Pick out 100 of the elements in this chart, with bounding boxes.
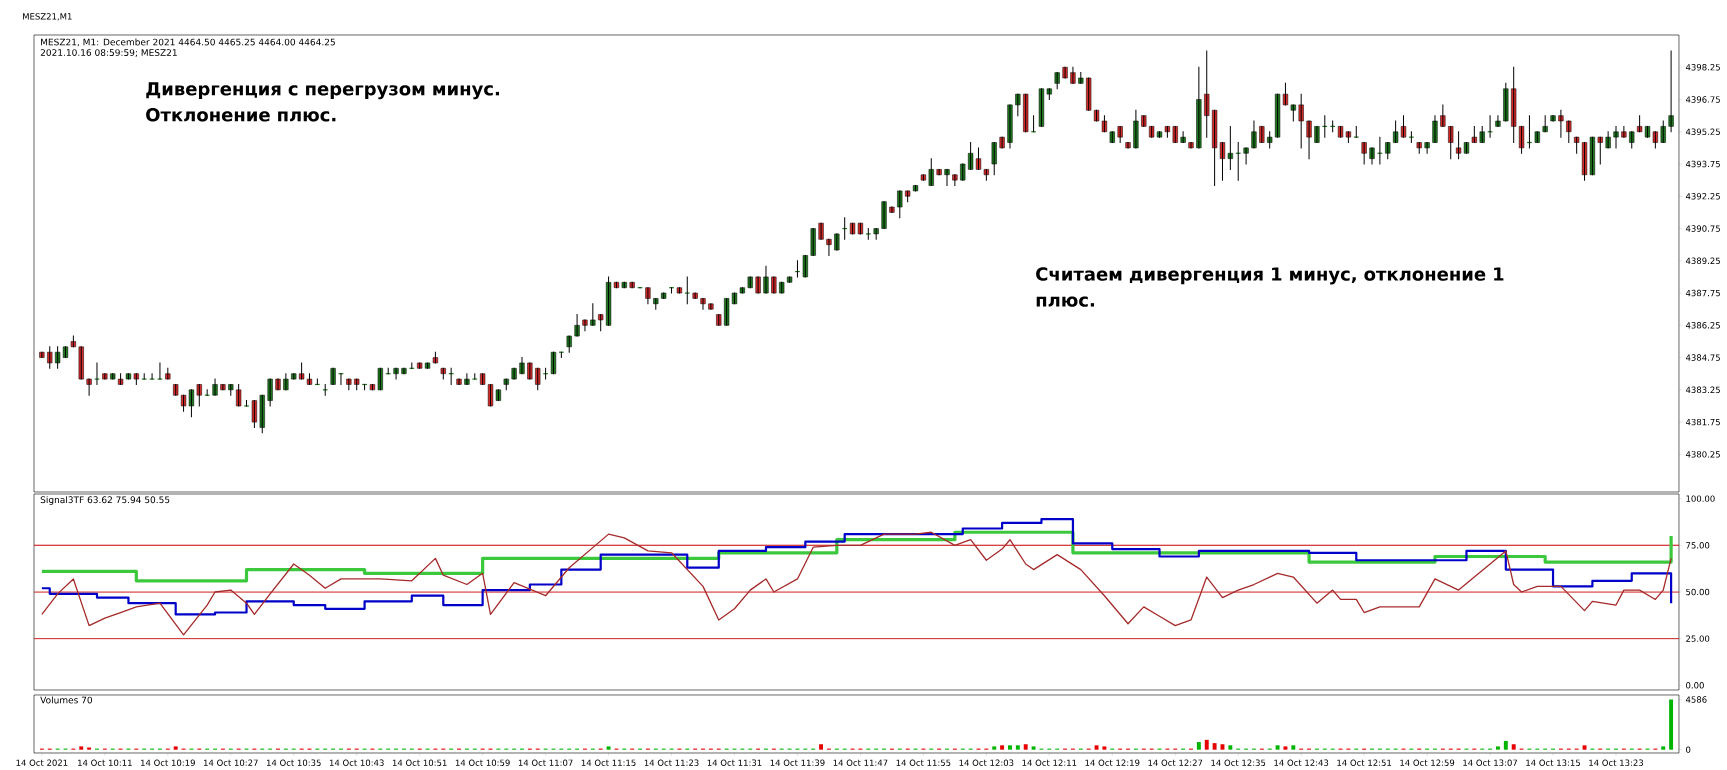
x-tick-label: 14 Oct 10:59 (455, 759, 510, 766)
bar (1661, 746, 1666, 750)
candlestick (196, 383, 202, 407)
candlestick (621, 281, 627, 289)
candlestick (747, 276, 753, 289)
bar (1015, 745, 1020, 750)
x-tick-label: 14 Oct 13:07 (1463, 759, 1518, 766)
bar (1000, 745, 1005, 750)
bar (1102, 746, 1107, 750)
candlestick (456, 378, 462, 385)
candlestick (1172, 125, 1178, 144)
candlestick (810, 228, 816, 256)
candlestick (1511, 66, 1517, 144)
x-tick-label: 14 Oct 10:35 (266, 759, 321, 766)
candlestick (1566, 120, 1572, 144)
x-tick-label: 14 Oct 12:59 (1400, 759, 1455, 766)
candlestick (464, 373, 470, 385)
y-tick-label: 4393.75 (1685, 160, 1720, 168)
x-tick-label: 14 Oct 11:07 (518, 759, 573, 766)
candlestick (771, 276, 777, 294)
candlestick (1629, 131, 1635, 149)
candlestick (684, 276, 691, 305)
y-tick-label: 4398.25 (1685, 64, 1720, 71)
candlestick (102, 373, 108, 380)
candlestick (661, 292, 667, 299)
candlestick (779, 281, 785, 294)
candlestick (1054, 72, 1060, 90)
candlestick (1117, 125, 1123, 144)
candlestick (1660, 120, 1666, 144)
x-tick-label: 14 Oct 12:19 (1085, 759, 1140, 766)
candlestick (291, 373, 297, 380)
candlestick (1534, 131, 1540, 144)
candlestick (1078, 72, 1084, 84)
candlestick (47, 346, 53, 369)
candlestick (1597, 136, 1603, 165)
x-tick-label: 14 Oct 10:27 (204, 759, 258, 766)
candlestick (78, 346, 84, 380)
candlestick (1046, 88, 1052, 100)
x-tick-label: 14 Oct 10:11 (78, 759, 132, 766)
text: 2021.10.16 08:59:59; MESZ21 (40, 49, 177, 57)
bar (1228, 745, 1233, 750)
candlestick (1479, 125, 1485, 144)
candlestick (818, 222, 824, 240)
candlestick (1652, 131, 1658, 149)
candlestick (133, 373, 139, 385)
x-tick-label: 14 Oct 11:39 (770, 759, 825, 766)
x-tick-label: 14 Oct 13:15 (1526, 759, 1580, 766)
candlestick (928, 158, 934, 187)
candlestick (873, 228, 879, 240)
y-tick-label: 4380.25 (1685, 451, 1720, 458)
candlestick (1518, 125, 1525, 154)
bar (1204, 739, 1209, 750)
candlestick (173, 383, 179, 396)
candlestick (991, 142, 997, 176)
x-tick-label: 14 Oct 11:47 (833, 759, 888, 766)
candlestick (1109, 131, 1115, 144)
candlestick (1259, 125, 1265, 144)
x-tick-label: 14 Oct 12:03 (959, 759, 1014, 766)
bar (606, 746, 611, 750)
y-tick-label: 4389.25 (1685, 257, 1720, 265)
candlestick (786, 276, 793, 283)
candlestick (1448, 125, 1454, 160)
x-tick-label: 14 Oct 11:23 (644, 759, 699, 766)
candlestick (1038, 88, 1045, 127)
y-tick-label: 4383.25 (1685, 386, 1720, 394)
bar (1669, 699, 1674, 750)
bar (79, 746, 84, 750)
candlestick (905, 190, 911, 203)
candlestick (471, 373, 478, 380)
candlestick (1290, 104, 1296, 122)
x-tick-label: 14 Oct 11:31 (707, 759, 762, 766)
bar (1094, 745, 1099, 750)
candlestick (275, 378, 281, 391)
candlestick (1267, 131, 1273, 149)
candlestick (417, 362, 423, 369)
x-tick-label: 14 Oct 2021 (16, 759, 68, 766)
candlestick (550, 351, 557, 375)
candlestick (1471, 125, 1477, 144)
candlestick (369, 383, 376, 391)
x-tick-label: 14 Oct 12:11 (1022, 759, 1077, 766)
candlestick (1141, 115, 1147, 127)
y-tick-label: 75.00 (1686, 542, 1710, 549)
candlestick (653, 297, 659, 310)
bar (1023, 744, 1028, 750)
y-tick-label: 4384.75 (1685, 354, 1720, 361)
candlestick (676, 287, 683, 294)
candlestick (1227, 125, 1233, 170)
x-tick-label: 14 Oct 12:27 (1148, 759, 1203, 766)
x-tick-label: 14 Oct 10:51 (392, 759, 447, 766)
candlestick (377, 367, 383, 391)
y-tick-label: 100.00 (1686, 495, 1715, 502)
y-tick-label: 50.00 (1686, 588, 1710, 596)
candlestick (952, 174, 958, 187)
candlestick (582, 319, 588, 332)
candlestick (999, 136, 1005, 149)
candlestick (1542, 115, 1548, 133)
candlestick (983, 168, 989, 181)
candlestick (1188, 142, 1194, 149)
candlestick (228, 383, 234, 396)
y-tick-label: 0 (1686, 746, 1691, 753)
